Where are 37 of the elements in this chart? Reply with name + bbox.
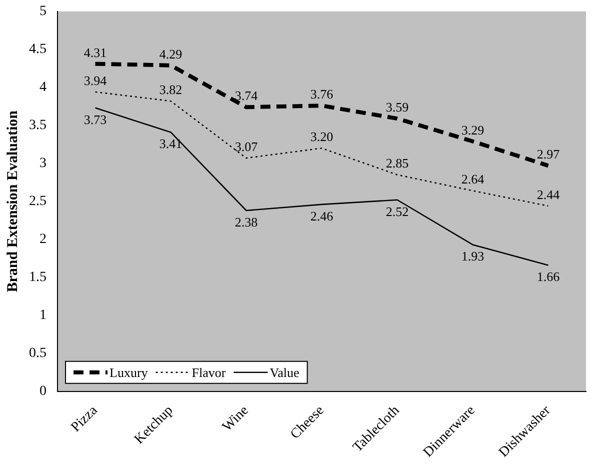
data-label: 3.29 bbox=[461, 122, 484, 138]
data-label: 3.41 bbox=[159, 136, 182, 152]
data-label: 1.66 bbox=[536, 269, 560, 284]
legend-label: Luxury bbox=[110, 364, 148, 380]
data-label: 3.59 bbox=[386, 99, 409, 114]
y-tick-label: 4 bbox=[40, 80, 46, 96]
y-tick-label: 1.5 bbox=[29, 270, 46, 286]
data-label: 2.44 bbox=[536, 186, 560, 202]
data-label: 2.97 bbox=[536, 146, 560, 162]
data-label: 2.46 bbox=[310, 208, 334, 224]
legend-label: Value bbox=[270, 364, 300, 380]
data-label: 2.64 bbox=[461, 172, 485, 187]
data-label: 3.94 bbox=[84, 72, 108, 88]
y-tick-label: 4.5 bbox=[29, 42, 46, 58]
x-tick-label: Wine bbox=[220, 403, 252, 435]
y-axis-title: Brand Extension Evaluation bbox=[4, 110, 21, 292]
data-label: 2.38 bbox=[234, 214, 258, 230]
legend-label: Flavor bbox=[192, 364, 226, 380]
y-tick-label: 2 bbox=[40, 232, 46, 248]
data-label: 1.93 bbox=[461, 248, 484, 264]
y-tick-label: 3.5 bbox=[29, 118, 46, 134]
y-tick-label: 5 bbox=[40, 4, 46, 20]
y-tick-label: 0 bbox=[40, 384, 46, 400]
y-tick-label: 0.5 bbox=[29, 346, 46, 362]
data-label: 3.82 bbox=[159, 82, 182, 97]
data-label: 3.73 bbox=[84, 112, 107, 127]
data-label: 3.20 bbox=[310, 129, 334, 144]
data-label: 3.07 bbox=[234, 138, 258, 154]
y-tick-label: 2.5 bbox=[29, 194, 46, 210]
data-label: 3.76 bbox=[310, 86, 334, 102]
data-label: 4.31 bbox=[84, 44, 107, 60]
y-tick-label: 1 bbox=[40, 308, 46, 324]
data-label: 2.52 bbox=[386, 204, 409, 219]
y-tick-label: 3 bbox=[40, 156, 46, 172]
data-label: 2.85 bbox=[386, 156, 409, 171]
data-label: 3.74 bbox=[234, 88, 258, 104]
data-label: 4.29 bbox=[159, 46, 182, 62]
